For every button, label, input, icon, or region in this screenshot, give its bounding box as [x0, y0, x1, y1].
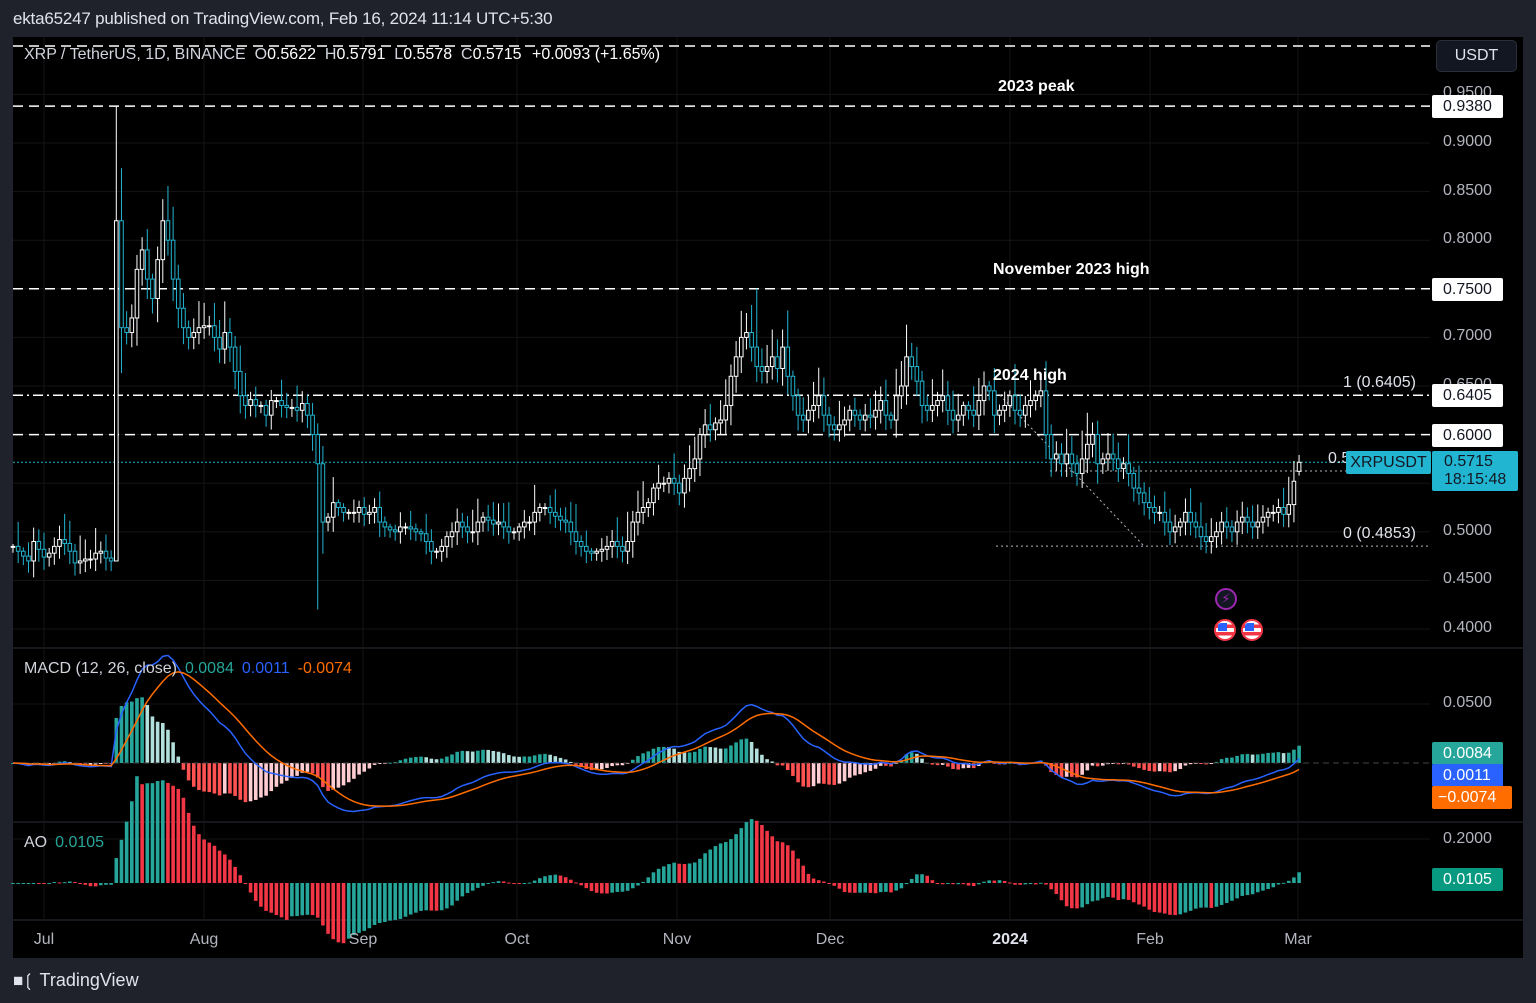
- time-axis-label: 2024: [992, 931, 1028, 948]
- close-value: 0.5715: [472, 46, 522, 63]
- macd-histogram-value: 0.0084: [184, 660, 234, 677]
- price-tick: 0.5000: [1443, 521, 1492, 539]
- high-value: 0.5791: [336, 46, 386, 63]
- fib-level-0-label: 0 (0.4853): [1343, 525, 1416, 542]
- price-tick: 0.4000: [1443, 619, 1492, 636]
- symbol-name[interactable]: XRP / TetherUS, 1D, BINANCE: [24, 46, 246, 63]
- macd-signal-tag: −0.0074: [1432, 786, 1512, 809]
- chart-annotation[interactable]: November 2023 high: [993, 260, 1150, 278]
- us-flag-event-icon[interactable]: [1214, 619, 1236, 641]
- price-level-tag: 0.6405: [1432, 384, 1503, 408]
- price-tick: 0.8500: [1443, 181, 1492, 199]
- lightning-event-icon[interactable]: ⚡: [1215, 588, 1237, 610]
- bar-countdown: 18:15:48: [1444, 471, 1507, 488]
- currency-button[interactable]: USDT: [1436, 40, 1517, 72]
- last-price-tag: 0.5715 18:15:48: [1432, 451, 1518, 491]
- time-axis-label: Sep: [348, 931, 378, 948]
- macd-axis-tick: 0.0500: [1443, 694, 1492, 711]
- us-flag-event-icon[interactable]: [1241, 619, 1263, 641]
- macd-line-value: 0.0011: [241, 660, 290, 677]
- fib-level-1-label: 1 (0.6405): [1343, 374, 1416, 391]
- price-level-tag: 0.7500: [1432, 277, 1503, 301]
- chart-annotation[interactable]: 2023 peak: [998, 78, 1075, 96]
- time-axis-label: Nov: [662, 931, 692, 948]
- ao-legend: AO 0.0105: [24, 834, 112, 852]
- macd-line-tag: 0.0011: [1432, 764, 1503, 787]
- chart-annotation[interactable]: 2024 high: [993, 367, 1067, 385]
- macd-title[interactable]: MACD (12, 26, close): [24, 660, 177, 677]
- last-price-value: 0.5715: [1444, 453, 1493, 470]
- ao-axis-tick: 0.2000: [1443, 830, 1492, 847]
- time-axis-label: Dec: [815, 931, 845, 948]
- price-level-tag: 0.6000: [1432, 423, 1503, 447]
- change-value: +0.0093 (+1.65%): [531, 46, 661, 63]
- ao-value: 0.0105: [55, 834, 105, 851]
- brand-name: TradingView: [39, 970, 139, 990]
- price-level-tag: 0.9380: [1432, 95, 1503, 119]
- ao-title[interactable]: AO: [24, 834, 48, 851]
- price-tick: 0.7000: [1443, 327, 1492, 345]
- high-label: H: [324, 46, 337, 63]
- price-tick: 0.4500: [1443, 570, 1492, 588]
- open-value: 0.5622: [267, 46, 316, 63]
- ao-value-tag: 0.0105: [1432, 868, 1503, 891]
- footer: ■❲ TradingView: [13, 970, 139, 991]
- low-label: L: [394, 46, 404, 63]
- time-axis-label: Mar: [1284, 931, 1312, 948]
- price-tick: 0.9000: [1443, 133, 1492, 150]
- macd-signal-value: -0.0074: [297, 660, 352, 677]
- price-tick: 0.8000: [1443, 230, 1492, 248]
- time-axis-label: Aug: [189, 931, 219, 948]
- macd-hist-tag: 0.0084: [1432, 742, 1503, 765]
- low-value: 0.5578: [403, 46, 453, 63]
- publisher-line: ekta65247 published on TradingView.com, …: [13, 9, 553, 28]
- symbol-tag: XRPUSDT: [1346, 451, 1431, 474]
- tradingview-logo-icon: ■❲: [13, 970, 35, 990]
- fib-level-05-label: 0.5: [1328, 450, 1351, 467]
- time-axis-label: Feb: [1136, 931, 1164, 948]
- close-label: C: [461, 46, 473, 63]
- chart-frame[interactable]: [13, 37, 1523, 958]
- symbol-legend: XRP / TetherUS, 1D, BINANCE O0.5622 H0.5…: [24, 46, 660, 64]
- macd-legend: MACD (12, 26, close) 0.0084 0.0011 -0.0074: [24, 660, 360, 678]
- time-axis-label: Jul: [33, 931, 55, 948]
- time-axis-label: Oct: [504, 931, 530, 948]
- open-label: O: [254, 46, 268, 63]
